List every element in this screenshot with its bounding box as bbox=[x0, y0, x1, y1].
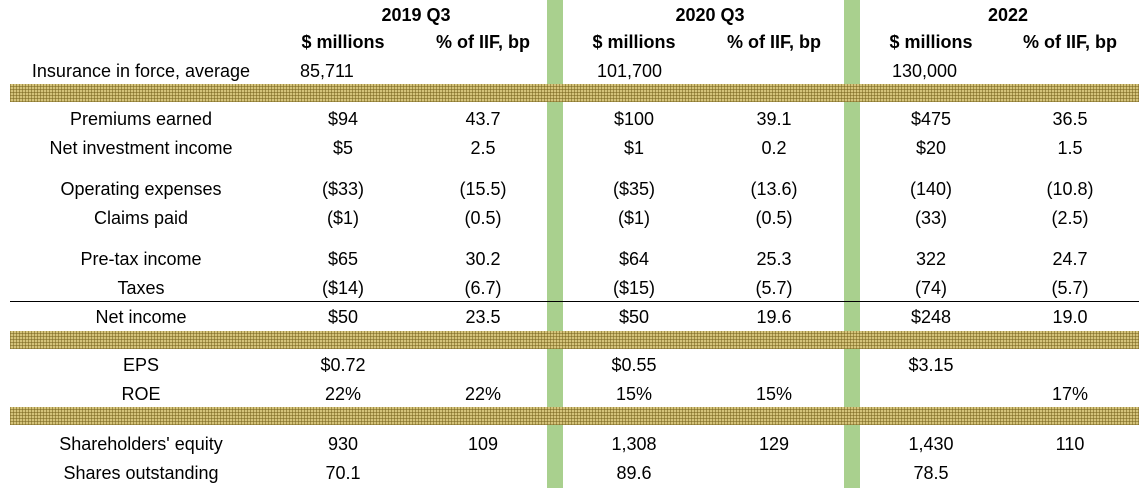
cell-operating-expenses-2019q3-millions: ($33) bbox=[321, 179, 365, 199]
row-label-operating-expenses: Operating expenses bbox=[60, 179, 222, 199]
net-income-rule bbox=[10, 301, 1139, 302]
iif-value-2019q3: 85,711 bbox=[300, 61, 354, 81]
cell-net-income-2020q3-millions: $50 bbox=[618, 307, 650, 327]
subheader-millions-1: $ millions bbox=[301, 32, 385, 52]
period-header-2019q3: 2019 Q3 bbox=[381, 5, 451, 25]
cell-taxes-2019q3-millions: ($14) bbox=[321, 278, 365, 298]
subheader-bp-2: % of IIF, bp bbox=[727, 32, 821, 52]
cell-net-investment-income-2019q3-bp: 2.5 bbox=[470, 138, 496, 158]
cell-roe-2019q3-bp: 22% bbox=[464, 384, 502, 404]
subheader-millions-2: $ millions bbox=[592, 32, 676, 52]
cell-net-income-2022-bp: 19.0 bbox=[1052, 307, 1088, 327]
row-label-roe: ROE bbox=[121, 384, 161, 404]
cell-shareholders-equity-2019q3-bp: 109 bbox=[467, 434, 499, 454]
row-label-eps: EPS bbox=[122, 355, 160, 375]
cell-premiums-earned-2019q3-bp: 43.7 bbox=[465, 109, 501, 129]
cell-shareholders-equity-2019q3-millions: 930 bbox=[327, 434, 359, 454]
cell-roe-2022-millions bbox=[856, 382, 1006, 406]
iif-value-2022: 130,000 bbox=[892, 61, 958, 81]
column-separator-1 bbox=[547, 0, 563, 488]
hatched-divider-1 bbox=[10, 84, 1139, 102]
cell-shares-outstanding-2020q3-bp bbox=[699, 461, 849, 485]
period-header-2020q3: 2020 Q3 bbox=[675, 5, 745, 25]
cell-roe-2019q3-millions: 22% bbox=[324, 384, 362, 404]
cell-operating-expenses-2022-bp: (10.8) bbox=[1046, 179, 1094, 199]
cell-premiums-earned-2020q3-bp: 39.1 bbox=[756, 109, 792, 129]
hatched-divider-2 bbox=[10, 331, 1139, 349]
cell-operating-expenses-2020q3-millions: ($35) bbox=[612, 179, 656, 199]
cell-net-income-2020q3-bp: 19.6 bbox=[756, 307, 792, 327]
cell-net-income-2019q3-bp: 23.5 bbox=[465, 307, 501, 327]
cell-operating-expenses-2022-millions: (140) bbox=[909, 179, 953, 199]
column-separator-2 bbox=[844, 0, 860, 488]
cell-taxes-2020q3-bp: (5.7) bbox=[755, 278, 793, 298]
cell-net-income-2022-millions: $248 bbox=[910, 307, 952, 327]
cell-pre-tax-income-2019q3-bp: 30.2 bbox=[465, 249, 501, 269]
cell-shares-outstanding-2019q3-bp bbox=[408, 461, 558, 485]
cell-eps-2019q3-millions: $0.72 bbox=[320, 355, 366, 375]
iif-label: Insurance in force, average bbox=[31, 61, 251, 81]
row-label-pre-tax-income: Pre-tax income bbox=[80, 249, 202, 269]
cell-net-investment-income-2022-millions: $20 bbox=[915, 138, 947, 158]
cell-operating-expenses-2019q3-bp: (15.5) bbox=[459, 179, 507, 199]
row-label-taxes: Taxes bbox=[117, 278, 165, 298]
cell-premiums-earned-2020q3-millions: $100 bbox=[613, 109, 655, 129]
cell-claims-paid-2020q3-millions: ($1) bbox=[617, 208, 650, 228]
cell-shares-outstanding-2022-bp bbox=[995, 461, 1139, 485]
cell-taxes-2022-bp: (5.7) bbox=[1051, 278, 1089, 298]
cell-roe-2020q3-bp: 15% bbox=[755, 384, 793, 404]
cell-shareholders-equity-2020q3-bp: 129 bbox=[758, 434, 790, 454]
cell-pre-tax-income-2022-millions: 322 bbox=[915, 249, 947, 269]
row-label-net-income: Net income bbox=[95, 307, 187, 327]
cell-operating-expenses-2020q3-bp: (13.6) bbox=[750, 179, 798, 199]
row-label-net-investment-income: Net investment income bbox=[49, 138, 233, 158]
cell-premiums-earned-2022-bp: 36.5 bbox=[1052, 109, 1088, 129]
subheader-bp-1: % of IIF, bp bbox=[436, 32, 530, 52]
cell-taxes-2019q3-bp: (6.7) bbox=[464, 278, 502, 298]
subheader-bp-3: % of IIF, bp bbox=[1023, 32, 1117, 52]
period-header-2022: 2022 bbox=[987, 5, 1029, 25]
cell-shares-outstanding-2022-millions: 78.5 bbox=[913, 463, 949, 483]
cell-taxes-2022-millions: (74) bbox=[914, 278, 947, 298]
row-label-premiums-earned: Premiums earned bbox=[69, 109, 213, 129]
cell-claims-paid-2022-millions: (33) bbox=[914, 208, 947, 228]
row-label-claims-paid: Claims paid bbox=[93, 208, 189, 228]
cell-eps-2022-bp bbox=[995, 353, 1139, 377]
cell-shareholders-equity-2020q3-millions: 1,308 bbox=[611, 434, 657, 454]
cell-premiums-earned-2019q3-millions: $94 bbox=[327, 109, 359, 129]
cell-net-income-2019q3-millions: $50 bbox=[327, 307, 359, 327]
iif-value-2020q3: 101,700 bbox=[597, 61, 663, 81]
cell-eps-2022-millions: $3.15 bbox=[908, 355, 954, 375]
cell-pre-tax-income-2019q3-millions: $65 bbox=[327, 249, 359, 269]
cell-eps-2020q3-bp bbox=[699, 353, 849, 377]
cell-shareholders-equity-2022-millions: 1,430 bbox=[908, 434, 954, 454]
cell-claims-paid-2022-bp: (2.5) bbox=[1051, 208, 1089, 228]
cell-eps-2020q3-millions: $0.55 bbox=[611, 355, 657, 375]
cell-pre-tax-income-2022-bp: 24.7 bbox=[1052, 249, 1088, 269]
cell-shares-outstanding-2020q3-millions: 89.6 bbox=[616, 463, 652, 483]
hatched-divider-3 bbox=[10, 407, 1139, 425]
cell-claims-paid-2020q3-bp: (0.5) bbox=[755, 208, 793, 228]
cell-shareholders-equity-2022-bp: 110 bbox=[1055, 434, 1085, 454]
row-label-shares-outstanding: Shares outstanding bbox=[63, 463, 219, 483]
cell-premiums-earned-2022-millions: $475 bbox=[910, 109, 952, 129]
cell-claims-paid-2019q3-millions: ($1) bbox=[326, 208, 359, 228]
cell-net-investment-income-2020q3-bp: 0.2 bbox=[761, 138, 787, 158]
cell-claims-paid-2019q3-bp: (0.5) bbox=[464, 208, 502, 228]
cell-net-investment-income-2020q3-millions: $1 bbox=[623, 138, 645, 158]
cell-net-investment-income-2022-bp: 1.5 bbox=[1057, 138, 1083, 158]
cell-net-investment-income-2019q3-millions: $5 bbox=[332, 138, 354, 158]
cell-taxes-2020q3-millions: ($15) bbox=[612, 278, 656, 298]
cell-eps-2019q3-bp bbox=[408, 353, 558, 377]
row-label-shareholders-equity: Shareholders' equity bbox=[59, 434, 223, 454]
cell-pre-tax-income-2020q3-bp: 25.3 bbox=[756, 249, 792, 269]
subheader-millions-3: $ millions bbox=[889, 32, 973, 52]
cell-roe-2022-bp: 17% bbox=[1051, 384, 1089, 404]
cell-roe-2020q3-millions: 15% bbox=[615, 384, 653, 404]
cell-pre-tax-income-2020q3-millions: $64 bbox=[618, 249, 650, 269]
cell-shares-outstanding-2019q3-millions: 70.1 bbox=[325, 463, 361, 483]
